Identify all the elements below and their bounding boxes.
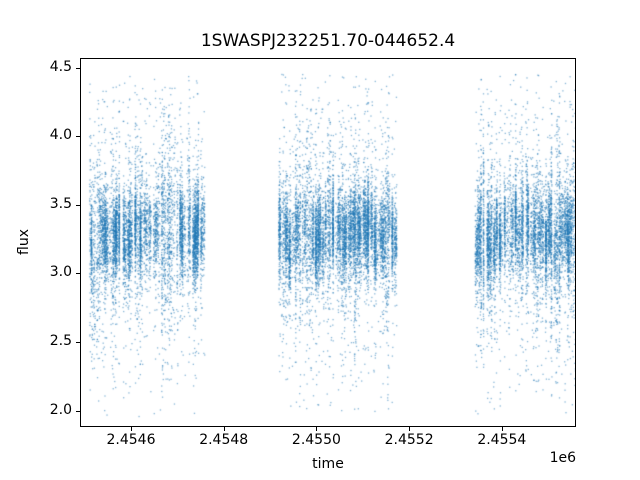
x-axis-label: time (312, 456, 344, 472)
y-tick-label: 2.5 (49, 332, 72, 349)
y-axis-label: flux (16, 229, 32, 255)
x-tick-mark (409, 427, 411, 431)
x-tick-mark (130, 427, 132, 431)
x-tick-label: 2.4552 (384, 432, 434, 448)
y-tick-mark (76, 204, 80, 206)
y-tick-mark (76, 410, 80, 412)
chart-title: 1SWASPJ232251.70-044652.4 (200, 31, 456, 51)
x-tick-label: 2.4546 (106, 432, 156, 448)
y-tick-label: 3.0 (49, 264, 72, 281)
y-tick-label: 4.0 (49, 127, 72, 144)
x-tick-mark (501, 427, 503, 431)
scatter-canvas (80, 58, 576, 427)
x-tick-mark (316, 427, 318, 431)
x-tick-label: 2.4554 (477, 432, 527, 448)
y-tick-label: 2.0 (49, 401, 72, 418)
x-tick-label: 2.4548 (199, 432, 249, 448)
y-tick-mark (76, 136, 80, 138)
y-tick-label: 3.5 (49, 195, 72, 212)
y-tick-label: 4.5 (49, 58, 72, 75)
x-tick-mark (223, 427, 225, 431)
y-tick-mark (76, 273, 80, 275)
y-tick-mark (76, 67, 80, 69)
x-axis-offset-label: 1e6 (549, 450, 576, 466)
x-tick-label: 2.4550 (291, 432, 341, 448)
y-tick-mark (76, 341, 80, 343)
